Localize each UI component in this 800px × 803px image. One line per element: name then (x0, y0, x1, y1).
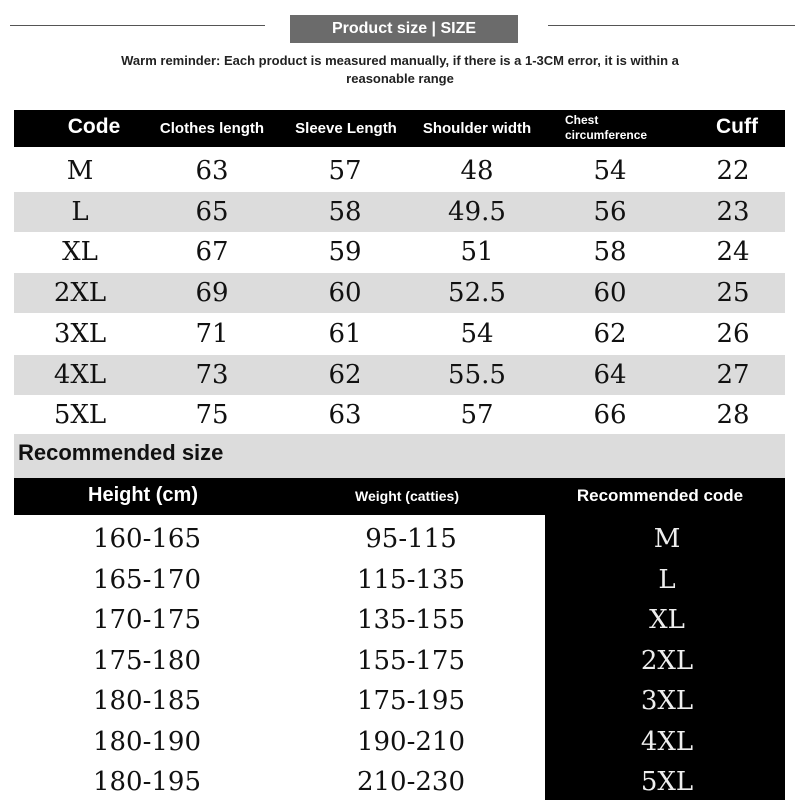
table-cell: 180-185 (92, 686, 202, 716)
table-cell: 63 (195, 156, 229, 186)
table-row: XL 67 59 51 58 24 (14, 232, 785, 272)
table-cell: XL (649, 605, 685, 635)
table-cell: 23 (716, 196, 750, 227)
table-cell: 49.5 (448, 196, 506, 227)
table-cell: 57 (328, 156, 362, 186)
table-cell: 64 (593, 359, 627, 390)
table-cell: L (71, 196, 89, 227)
table-cell: XL (62, 237, 98, 268)
table-cell: 55.5 (448, 359, 506, 390)
table-row: 165-170 115-135 L (14, 560, 785, 601)
table-cell: M (653, 524, 681, 554)
table-cell: 57 (460, 400, 494, 431)
column-header: Clothes length (159, 120, 265, 137)
column-header: Weight (catties) (355, 488, 459, 504)
table-cell: M (66, 156, 94, 186)
table-cell: 24 (716, 237, 750, 268)
table-cell: L (658, 564, 676, 595)
table-cell: 62 (593, 318, 627, 349)
divider-right (548, 25, 795, 26)
table-cell: 165-170 (92, 564, 202, 595)
table-cell: 75 (195, 400, 229, 431)
column-header: Height (cm) (88, 484, 198, 506)
table-cell: 210-230 (356, 767, 466, 797)
table-cell: 52.5 (448, 278, 506, 309)
size-table-header: Code Clothes length Sleeve Length Shoulder … (14, 110, 785, 147)
table-cell: 2XL (53, 278, 107, 309)
table-cell: 60 (593, 278, 627, 309)
table-cell: 58 (593, 237, 627, 268)
table-cell: 25 (716, 278, 750, 309)
table-row: 5XL 75 63 57 66 28 (14, 395, 785, 435)
table-cell: 4XL (640, 726, 694, 757)
table-row: 2XL 69 60 52.5 60 25 (14, 273, 785, 314)
table-cell: 180-190 (92, 726, 202, 757)
table-cell: 155-175 (356, 645, 466, 676)
column-header: Sleeve Length (295, 120, 397, 137)
table-cell: 59 (328, 237, 362, 268)
table-cell: 3XL (640, 686, 694, 716)
table-cell: 190-210 (356, 726, 466, 757)
table-cell: 26 (716, 318, 750, 349)
table-cell: 73 (195, 359, 229, 390)
table-cell: 56 (593, 196, 627, 227)
table-cell: 175-180 (92, 645, 202, 676)
divider-left (10, 25, 265, 26)
table-row: L 65 58 49.5 56 23 (14, 191, 785, 232)
table-cell: 69 (195, 278, 229, 309)
table-cell: 27 (716, 359, 750, 390)
table-cell: 51 (460, 237, 494, 268)
table-cell: 28 (716, 400, 750, 431)
table-row: 175-180 155-175 2XL (14, 641, 785, 682)
table-cell: 95-115 (365, 524, 457, 554)
recommended-code-column (545, 515, 785, 800)
column-header: Cuff (716, 115, 758, 138)
table-cell: 66 (593, 400, 627, 431)
table-cell: 2XL (640, 645, 694, 676)
table-cell: 62 (328, 359, 362, 390)
table-cell: 48 (460, 156, 494, 186)
recommended-table-header: Height (cm) Weight (catties) Recommended c… (14, 478, 785, 515)
table-row: 170-175 135-155 XL (14, 600, 785, 641)
column-header: Shoulder width (422, 120, 532, 137)
table-row: 4XL 73 62 55.5 64 27 (14, 354, 785, 395)
table-cell: 60 (328, 278, 362, 309)
table-row: 180-195 210-230 5XL (14, 762, 785, 803)
column-header: Code (67, 115, 121, 138)
table-row: 160-165 95-115 M (14, 519, 785, 560)
table-cell: 65 (195, 196, 229, 227)
table-cell: 61 (328, 318, 362, 349)
table-cell: 63 (328, 400, 362, 431)
table-cell: 3XL (53, 318, 107, 349)
table-cell: 71 (195, 318, 229, 349)
table-cell: 54 (593, 156, 627, 186)
page-title: Product size | SIZE (290, 15, 518, 43)
table-row: 180-190 190-210 4XL (14, 722, 785, 763)
table-cell: 4XL (53, 359, 107, 390)
table-row: 3XL 71 61 54 62 26 (14, 314, 785, 354)
table-cell: 54 (460, 318, 494, 349)
table-cell: 58 (328, 196, 362, 227)
recommended-title: Recommended size (18, 440, 224, 465)
table-cell: 5XL (53, 400, 107, 431)
table-cell: 170-175 (92, 605, 202, 635)
table-cell: 135-155 (356, 605, 466, 635)
table-row: M 63 57 48 54 22 (14, 151, 785, 191)
column-header: Recommended code (576, 486, 744, 505)
warm-reminder: Warm reminder: Each product is measured … (121, 53, 679, 86)
table-cell: 5XL (640, 767, 694, 797)
table-cell: 180-195 (92, 767, 202, 797)
recommended-band (14, 434, 785, 478)
table-cell: 67 (195, 237, 229, 268)
table-cell: 115-135 (356, 564, 466, 595)
table-row: 180-185 175-195 3XL (14, 681, 785, 722)
table-cell: 22 (716, 156, 750, 186)
table-cell: 175-195 (356, 686, 466, 716)
table-cell: 160-165 (92, 524, 202, 554)
column-header: Chest circumference (565, 113, 648, 142)
